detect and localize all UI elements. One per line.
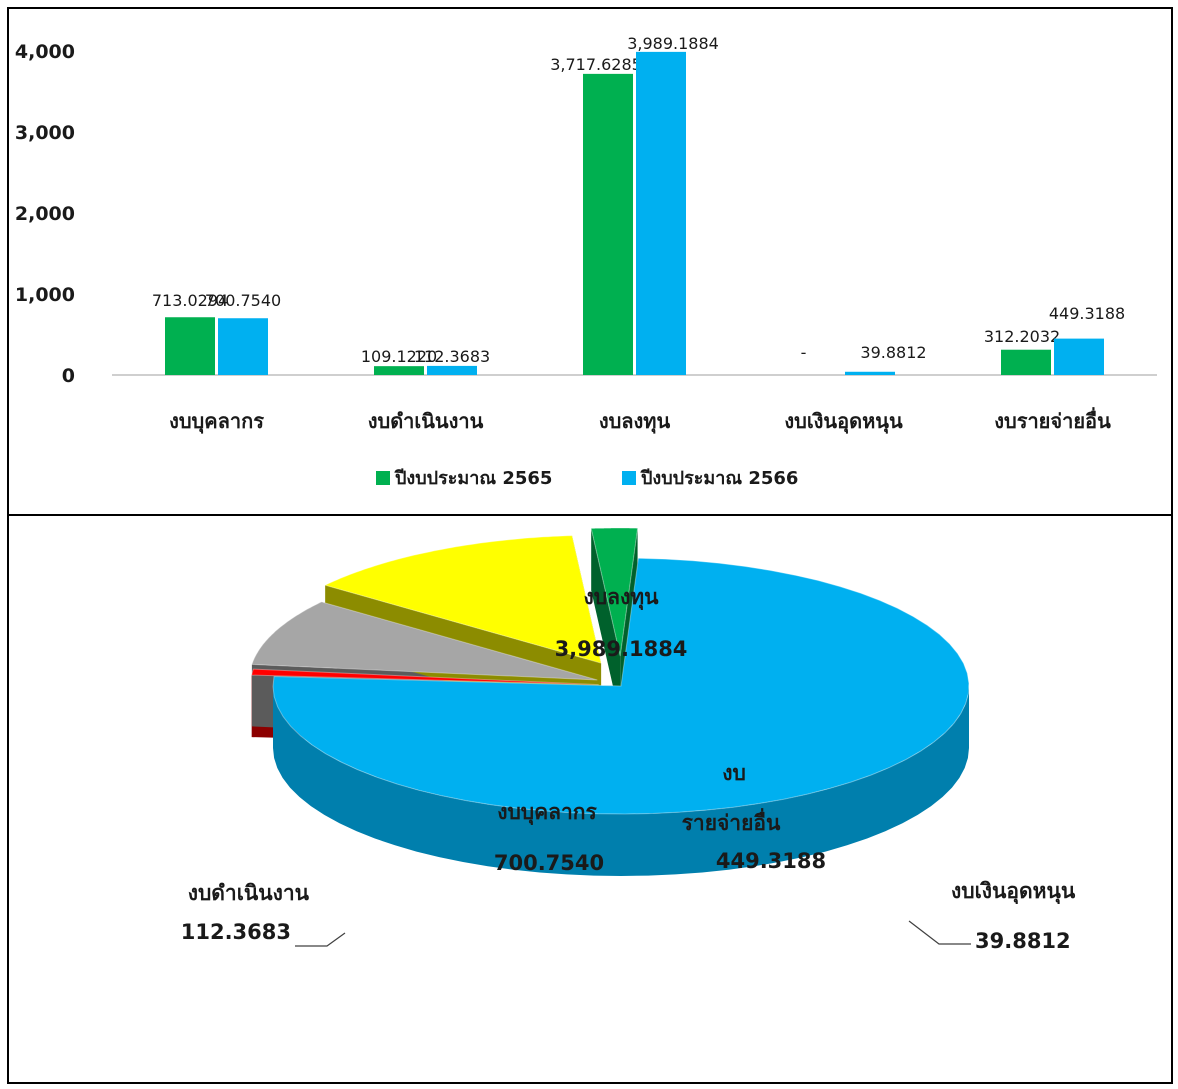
pie-chart: งบลงทุน 3,989.1884 งบรายจ่ายอื่น 449.3188 งบ… — [181, 527, 1076, 953]
pie-label-value: 3,989.1884 — [555, 637, 688, 661]
data-label: 39.8812 — [860, 343, 926, 362]
bar-2566 — [636, 51, 686, 376]
bar-2565 — [165, 317, 215, 375]
pie-slice — [251, 668, 599, 686]
pie-chart-panel: งบลงทุน 3,989.1884 งบรายจ่ายอื่น 449.3188 งบ… — [7, 514, 1173, 1084]
legend-swatch-2565 — [376, 471, 390, 485]
data-label: 3,717.6285 — [550, 55, 642, 74]
data-label: 700.7540 — [205, 291, 281, 310]
pie-label-category: งบเงินอุดหนุน — [951, 879, 1076, 905]
data-label: 109.1220 — [361, 347, 437, 366]
pie-label-category: งบ — [722, 761, 746, 785]
data-label: 3,989.1884 — [627, 34, 719, 53]
bar-2566 — [845, 371, 895, 375]
legend-swatch-2566 — [622, 471, 636, 485]
pie-label-value: 449.3188 — [716, 849, 826, 873]
pie-slice — [590, 527, 639, 657]
y-tick-label: 4,000 — [15, 41, 75, 63]
pie-label-value: 39.8812 — [975, 929, 1071, 953]
pie-slice — [251, 601, 598, 681]
pie-label-value: 112.3683 — [181, 920, 291, 944]
pie-label-value: 700.7540 — [494, 851, 604, 875]
bar-chart: 0 1,000 2,000 3,000 4,000 งบบุคลากร 713.029470… — [15, 34, 1157, 489]
data-label: - — [801, 343, 807, 362]
data-label: 449.3188 — [1049, 304, 1125, 323]
bar-2566 — [1054, 338, 1104, 375]
pie-label-category: งบดำเนินงาน — [188, 881, 310, 905]
leader-line — [908, 920, 971, 945]
category-label: งบรายจ่ายอื่น — [994, 406, 1111, 433]
pie-label-category: งบบุคลากร — [497, 800, 597, 826]
bar-2565 — [374, 366, 424, 375]
category-label: งบบุคลากร — [169, 409, 264, 434]
bar-2565 — [1001, 349, 1051, 375]
pie-slice-wall — [591, 528, 621, 719]
bar-2565 — [583, 73, 633, 375]
pie-label-category: รายจ่ายอื่น — [682, 807, 781, 835]
legend-label-2566: ปีงบประมาณ 2566 — [640, 468, 799, 489]
y-tick-label: 2,000 — [15, 203, 75, 225]
pie-slice — [272, 557, 970, 815]
pie-slice-side — [273, 686, 969, 876]
data-label: 112.3683 — [414, 347, 490, 366]
bar-2566 — [427, 365, 477, 375]
bar-2566 — [218, 318, 268, 375]
y-tick-label: 3,000 — [15, 122, 75, 144]
pie-label-category: งบลงทุน — [584, 585, 660, 611]
category-label: งบเงินอุดหนุน — [784, 409, 903, 434]
pie-slice — [323, 535, 602, 664]
leader-line — [295, 932, 346, 947]
y-tick-label: 0 — [62, 365, 75, 387]
y-tick-label: 1,000 — [15, 284, 75, 306]
category-label: งบลงทุน — [599, 409, 671, 434]
data-label: 312.2032 — [984, 327, 1060, 346]
data-label: 713.0294 — [152, 291, 228, 310]
bar-chart-panel: 0 1,000 2,000 3,000 4,000 งบบุคลากร 713.0294 70… — [7, 7, 1173, 516]
category-label: งบดำเนินงาน — [368, 409, 484, 433]
legend-label-2565: ปีงบประมาณ 2565 — [394, 468, 553, 489]
